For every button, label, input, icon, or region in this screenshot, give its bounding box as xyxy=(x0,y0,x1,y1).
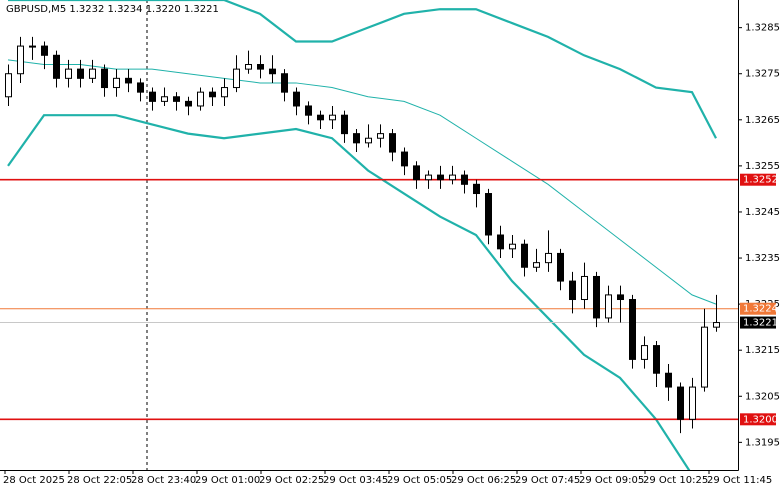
candle-body xyxy=(65,68,72,79)
candle-body xyxy=(173,96,180,102)
candle-body xyxy=(305,105,312,116)
y-tick-label: 1.3245 xyxy=(745,207,780,218)
candle-body xyxy=(293,91,300,107)
candle-body xyxy=(713,322,720,328)
band-line xyxy=(8,0,717,139)
candle-body xyxy=(137,82,144,93)
candle-body xyxy=(389,133,396,153)
y-tick-label: 1.3235 xyxy=(745,253,780,264)
y-tick-label: 1.3275 xyxy=(745,69,780,80)
candle-body xyxy=(545,252,552,264)
price-label: 1.3252 xyxy=(743,175,778,186)
price-label: 1.3221 xyxy=(743,318,778,329)
candle-body xyxy=(605,294,612,319)
y-tick-label: 1.3285 xyxy=(745,23,780,34)
candle-body xyxy=(245,64,252,70)
y-tick-label: 1.3205 xyxy=(745,391,780,402)
candle-body xyxy=(485,193,492,236)
candle-body xyxy=(77,68,84,79)
candle-body xyxy=(557,252,564,282)
candle-body xyxy=(641,345,648,360)
indicator-layer xyxy=(0,0,738,470)
y-tick-label: 1.3265 xyxy=(745,115,780,126)
x-tick-label: 29 Oct 06:25 xyxy=(451,475,516,486)
axis-layer: 1.3285 1.3275 1.3265 1.3255 1.3245 1.3235 1.32… xyxy=(3,23,780,486)
candle-body xyxy=(677,386,684,420)
price-label-box xyxy=(740,413,776,426)
candle-body xyxy=(53,54,60,79)
candle-body xyxy=(689,386,696,420)
candle-body xyxy=(5,73,12,98)
x-tick-label: 29 Oct 11:45 xyxy=(707,475,772,486)
candle-body xyxy=(569,280,576,301)
candle-body xyxy=(281,73,288,93)
x-tick-label: 28 Oct 22:05 xyxy=(67,475,132,486)
candle-body xyxy=(521,243,528,268)
candle-body xyxy=(509,243,516,250)
candle-body xyxy=(401,151,408,167)
x-tick-label: 29 Oct 05:05 xyxy=(387,475,452,486)
x-tick-label: 29 Oct 10:25 xyxy=(643,475,708,486)
candle-body xyxy=(365,137,372,144)
x-tick-label: 29 Oct 03:45 xyxy=(323,475,388,486)
candle-body xyxy=(425,174,432,181)
candle-body xyxy=(653,345,660,374)
candle-body xyxy=(629,299,636,360)
candle-body xyxy=(233,68,240,89)
candle-body xyxy=(41,45,48,56)
candle-body xyxy=(353,133,360,144)
candle-body xyxy=(161,96,168,102)
x-tick-label: 28 Oct 23:40 xyxy=(131,475,196,486)
candle-body xyxy=(617,294,624,301)
candle-body xyxy=(269,68,276,75)
candle-body xyxy=(89,68,96,79)
candle-body xyxy=(341,114,348,135)
x-tick-label: 28 Oct 2025 xyxy=(3,475,65,486)
candle-body xyxy=(449,174,456,181)
candle-body xyxy=(113,77,120,89)
candle-body xyxy=(461,174,468,185)
candle-body xyxy=(257,64,264,70)
candle-body xyxy=(221,87,228,98)
candle-body xyxy=(665,372,672,388)
candle-body xyxy=(437,174,444,181)
candle-body xyxy=(17,45,24,75)
x-tick-label: 29 Oct 01:00 xyxy=(195,475,260,486)
chart-title: GBPUSD,M5 1.3232 1.3234 1.3220 1.3221 xyxy=(6,4,219,15)
candle-body xyxy=(29,45,36,48)
candle-body xyxy=(149,91,156,102)
price-label: 1.3224 xyxy=(743,304,778,315)
price-label-box xyxy=(740,173,776,186)
candle-body xyxy=(209,91,216,98)
candle-body xyxy=(593,275,600,319)
candle-body xyxy=(101,68,108,89)
candle-body xyxy=(473,183,480,195)
price-label-box xyxy=(740,316,776,329)
candle-body xyxy=(497,234,504,250)
candle-body xyxy=(197,91,204,107)
x-tick-label: 29 Oct 07:45 xyxy=(515,475,580,486)
candle-body xyxy=(413,165,420,181)
price-label: 1.3200 xyxy=(743,414,778,425)
candle-body xyxy=(317,114,324,121)
candle-body xyxy=(533,262,540,268)
x-tick-label: 29 Oct 02:25 xyxy=(259,475,324,486)
candle-body xyxy=(329,114,336,121)
y-tick-label: 1.3255 xyxy=(745,161,780,172)
candle-body xyxy=(125,77,132,84)
y-tick-label: 1.3215 xyxy=(745,345,780,356)
candle-layer xyxy=(5,36,720,434)
band-line xyxy=(7,114,691,470)
y-tick-label: 1.3195 xyxy=(745,437,780,448)
candle-body xyxy=(581,275,588,301)
candle-body xyxy=(701,326,708,388)
band-line xyxy=(7,59,717,305)
price-label-box xyxy=(740,302,776,315)
x-tick-label: 29 Oct 09:05 xyxy=(579,475,644,486)
candle-body xyxy=(185,100,192,107)
candle-body xyxy=(377,133,384,139)
